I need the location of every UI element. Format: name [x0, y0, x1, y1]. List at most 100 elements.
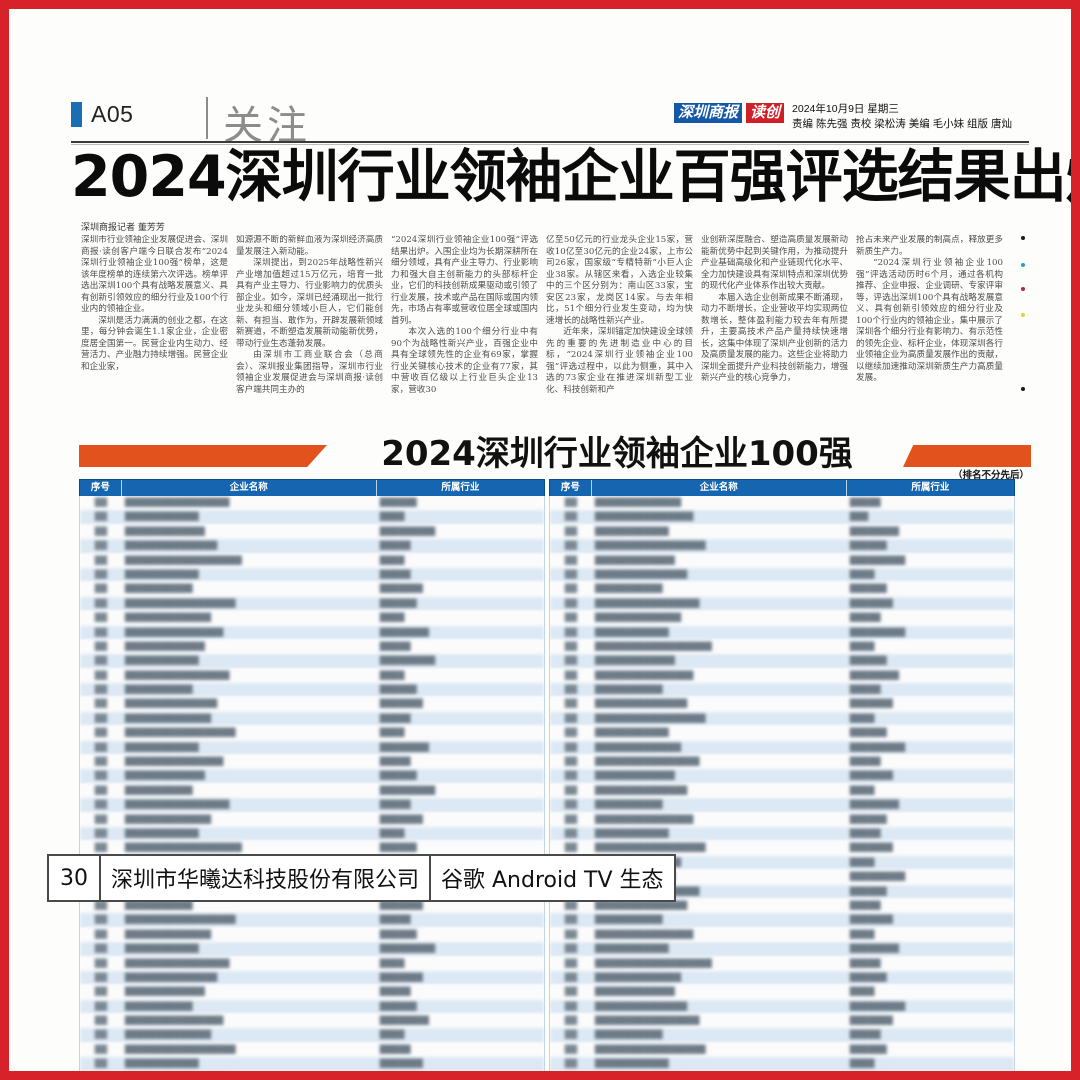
- column-header-no: 序号: [80, 480, 122, 496]
- cell-industry: █████: [379, 915, 411, 925]
- cell-no: ██: [94, 1001, 108, 1011]
- table-row: ███████████████████████: [80, 812, 544, 827]
- cell-company: ██████████████████: [594, 1044, 706, 1054]
- cell-industry: ████████: [849, 526, 899, 536]
- cell-no: ██: [564, 972, 578, 982]
- cell-company: ███████████: [594, 915, 663, 925]
- table-row: ██████████████████████████: [80, 1014, 544, 1029]
- table-row: ██████████████████████████: [550, 956, 1014, 971]
- cell-company: ███████████: [594, 1030, 663, 1040]
- cell-industry: ████: [849, 641, 875, 651]
- cell-company: ███████████: [594, 685, 663, 695]
- table-row: ████████████████████: [80, 985, 544, 1000]
- cell-industry: █████: [849, 1030, 881, 1040]
- cell-company: █████████████████: [124, 498, 230, 507]
- cell-no: ██: [564, 656, 578, 666]
- cell-company: ███████████████: [124, 972, 218, 982]
- table-row: █████████████████████: [80, 711, 544, 727]
- cell-no: ██: [94, 1044, 108, 1054]
- cell-industry: ████: [379, 728, 405, 738]
- cell-industry: ███████: [379, 972, 423, 982]
- cell-no: ██: [94, 915, 108, 925]
- cell-company: ████████████: [124, 569, 199, 579]
- cell-company: ████████████: [124, 944, 199, 954]
- cell-no: ██: [564, 944, 578, 954]
- cell-industry: ████: [849, 1059, 875, 1069]
- table-row: ████████████████████: [550, 726, 1014, 741]
- table-row: ██████████████████████: [550, 524, 1014, 540]
- cell-company: ████████████: [124, 828, 199, 838]
- cell-no: ██: [564, 757, 578, 767]
- cell-industry: █████: [849, 498, 881, 507]
- cell-no: ██: [564, 1073, 578, 1080]
- cell-industry: ██████: [379, 771, 417, 781]
- cell-industry: █████: [849, 828, 881, 838]
- cell-industry: ████: [849, 713, 875, 723]
- table-row: █████████████████████: [550, 611, 1014, 626]
- registration-dot-cyan: [1021, 263, 1025, 267]
- cell-no: ██: [94, 728, 108, 738]
- cell-company: ██████████████: [594, 498, 681, 507]
- cell-company: ████████████: [124, 742, 199, 752]
- table-row: ██████████████████████: [550, 769, 1014, 784]
- cell-company: █████████████: [594, 771, 675, 781]
- registration-dot-magenta: [1021, 287, 1025, 291]
- cell-company: ██████████████: [124, 814, 211, 824]
- paragraph: 业创新深度融合、塑造高质量发展新动能新优势中起到关键作用，为推动提升产业基础高级…: [701, 235, 848, 292]
- cell-industry: ██████: [849, 972, 887, 982]
- cell-company: ███████████: [594, 800, 663, 810]
- table-row: ████████████████████████: [550, 812, 1014, 827]
- paragraph: 抢占未来产业发展的制高点，释放更多新质生产力。: [856, 235, 1003, 257]
- table-row: ████████████████████: [80, 582, 544, 597]
- cell-industry: ███████: [379, 900, 423, 910]
- cell-company: ████████████████: [594, 814, 694, 824]
- cell-company: ███████████████████: [124, 555, 242, 565]
- cell-company: ████████████: [594, 944, 669, 954]
- cell-company: ███████████: [124, 785, 193, 795]
- cell-company: ██████████████████: [124, 915, 236, 925]
- table-row: ███████████████████████: [550, 625, 1014, 640]
- cell-no: ██: [564, 555, 578, 565]
- cell-no: ██: [94, 526, 108, 536]
- ranking-table-right: 序号 企业名称 所属行业 ██ ██████████████ █████ ██ ████…: [549, 479, 1015, 1080]
- table-row: █████████████████████████: [80, 496, 544, 511]
- cell-industry: ███████: [379, 584, 423, 594]
- cell-company: ██████████████: [124, 713, 211, 723]
- cell-company: ██████████████: [594, 742, 681, 752]
- cell-no: ██: [564, 900, 578, 910]
- highlighted-table-row[interactable]: 30 深圳市华曦达科技股份有限公司 谷歌 Android TV 生态: [47, 854, 676, 902]
- header-rule-thin: [71, 144, 1029, 145]
- table-row: ███████████████████████████: [80, 841, 544, 856]
- cell-industry: ███████: [849, 1016, 893, 1026]
- header-divider: [206, 97, 208, 139]
- cell-industry: █████: [379, 569, 411, 579]
- article-column-5: 业创新深度融合、塑造高质量发展新动能新优势中起到关键作用，为推动提升产业基础高级…: [701, 235, 848, 431]
- article-column-3: “2024深圳行业领袖企业100强”评选结果出炉。入围企业均为长期深耕所在细分领…: [391, 235, 538, 431]
- cell-industry: █████: [849, 900, 881, 910]
- cell-company: ███████████: [124, 584, 193, 594]
- cell-no: ██: [564, 627, 578, 637]
- cell-company: ██████████████: [124, 1030, 211, 1040]
- cell-no: ██: [564, 1016, 578, 1026]
- column-header-industry: 所属行业: [911, 482, 950, 493]
- cell-company: █████████████: [124, 987, 205, 997]
- cell-company: █████████████████: [124, 800, 230, 810]
- cell-company: █████████████████: [594, 757, 700, 767]
- cell-company: ███████████████: [124, 699, 218, 709]
- cell-industry: █████████: [379, 656, 436, 666]
- table-row: █████████████████████: [550, 783, 1014, 799]
- cell-industry: ██████: [379, 685, 417, 695]
- masthead: 深圳商报 读创 2024年10月9日 星期三 责编 陈先强 责校 梁松涛 美编 …: [674, 103, 1012, 131]
- paragraph: “2024深圳行业领袖企业100强”评选活动历时6个月，通过各机构推荐、企业申报…: [856, 258, 1003, 384]
- editorial-credits: 责编 陈先强 责校 梁松涛 美编 毛小妹 组版 唐灿: [792, 118, 1012, 131]
- cell-no: ██: [94, 699, 108, 709]
- cell-company: ██████████████████: [594, 541, 706, 551]
- cell-company: ████████████████: [594, 512, 694, 522]
- cell-industry: ████████: [379, 627, 429, 637]
- cell-industry: ████: [849, 857, 875, 867]
- cell-company: █████████████: [124, 641, 205, 651]
- cell-no: ██: [564, 929, 578, 939]
- cell-company: ██████████████: [594, 613, 681, 623]
- cell-company: ███████████████████: [594, 958, 712, 968]
- cell-industry: ███████: [849, 771, 893, 781]
